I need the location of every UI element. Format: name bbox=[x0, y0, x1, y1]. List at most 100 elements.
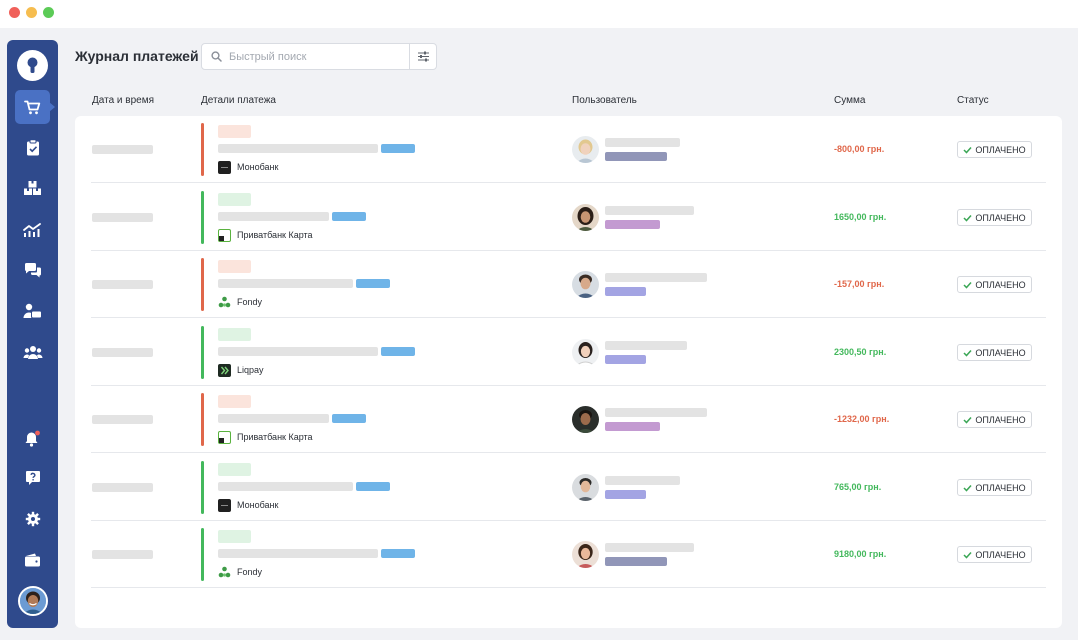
tag-placeholder bbox=[381, 144, 415, 153]
check-icon bbox=[963, 416, 972, 424]
profile-avatar[interactable] bbox=[18, 586, 48, 616]
sidebar-item-support[interactable] bbox=[7, 294, 58, 328]
status-badge[interactable]: ОПЛАЧЕНО bbox=[957, 276, 1032, 293]
type-placeholder bbox=[218, 530, 251, 543]
fondy-icon bbox=[218, 296, 231, 309]
tag-placeholder bbox=[356, 279, 390, 288]
user-avatar[interactable] bbox=[572, 339, 599, 366]
bank-name: Fondy bbox=[237, 297, 263, 307]
help-icon bbox=[25, 471, 40, 485]
filter-button[interactable] bbox=[409, 44, 436, 69]
payment-method: Fondy bbox=[218, 565, 262, 579]
tag-placeholder bbox=[332, 414, 366, 423]
user-avatar[interactable] bbox=[572, 204, 599, 231]
privatbank-icon bbox=[218, 228, 231, 242]
user-chat-icon bbox=[23, 303, 42, 318]
datetime-placeholder bbox=[92, 483, 153, 492]
bank-name: Монобанк bbox=[237, 162, 279, 172]
tag-placeholder bbox=[381, 347, 415, 356]
status-badge[interactable]: ОПЛАЧЕНО bbox=[957, 344, 1032, 361]
sidebar-item-payments[interactable] bbox=[7, 90, 58, 124]
amount: 2300,50 грн. bbox=[834, 347, 887, 357]
datetime-placeholder bbox=[92, 415, 153, 424]
sidebar-item-team[interactable] bbox=[7, 335, 58, 369]
monobank-icon bbox=[218, 498, 231, 512]
role-placeholder bbox=[605, 152, 667, 161]
sidebar-item-orders[interactable] bbox=[7, 130, 58, 164]
user-avatar[interactable] bbox=[572, 136, 599, 163]
chart-icon bbox=[23, 222, 41, 237]
page-title: Журнал платежей bbox=[75, 48, 199, 64]
role-placeholder bbox=[605, 557, 667, 566]
close-window-button[interactable] bbox=[9, 7, 20, 18]
monobank-icon bbox=[218, 160, 231, 174]
description-placeholder bbox=[218, 212, 329, 221]
status-badge[interactable]: ОПЛАЧЕНО bbox=[957, 411, 1032, 428]
description-placeholder bbox=[218, 144, 378, 153]
bank-name: Монобанк bbox=[237, 500, 279, 510]
sidebar bbox=[7, 40, 58, 628]
sidebar-item-settings[interactable] bbox=[7, 502, 58, 536]
user-avatar[interactable] bbox=[572, 406, 599, 433]
sidebar-item-analytics[interactable] bbox=[7, 212, 58, 246]
amount: 9180,00 грн. bbox=[834, 549, 887, 559]
description-placeholder bbox=[218, 279, 353, 288]
user-avatar[interactable] bbox=[572, 474, 599, 501]
sidebar-item-warehouse[interactable] bbox=[7, 171, 58, 205]
type-placeholder bbox=[218, 260, 251, 273]
role-placeholder bbox=[605, 287, 646, 296]
privatbank-icon bbox=[218, 430, 231, 444]
column-header-user[interactable]: Пользователь bbox=[572, 95, 637, 106]
datetime-placeholder bbox=[92, 145, 153, 154]
minimize-window-button[interactable] bbox=[26, 7, 37, 18]
payment-method: Приватбанк Карта bbox=[218, 430, 313, 444]
status-badge[interactable]: ОПЛАЧЕНО bbox=[957, 479, 1032, 496]
table-row[interactable]: Fondy -157,00 грн. ОПЛАЧЕНО bbox=[91, 251, 1046, 318]
amount: 1650,00 грн. bbox=[834, 212, 887, 222]
status-label: ОПЛАЧЕНО bbox=[975, 347, 1026, 358]
logo[interactable] bbox=[17, 50, 48, 81]
amount: -157,00 грн. bbox=[834, 279, 885, 289]
direction-indicator bbox=[201, 461, 204, 514]
column-header-datetime[interactable]: Дата и время bbox=[92, 95, 155, 106]
sidebar-item-wallet[interactable] bbox=[7, 543, 58, 577]
user-photo bbox=[20, 588, 46, 614]
status-badge[interactable]: ОПЛАЧЕНО bbox=[957, 546, 1032, 563]
bank-name: Liqpay bbox=[237, 365, 264, 375]
direction-indicator bbox=[201, 326, 204, 379]
user-avatar[interactable] bbox=[572, 271, 599, 298]
amount: 765,00 грн. bbox=[834, 482, 882, 492]
maximize-window-button[interactable] bbox=[43, 7, 54, 18]
username-placeholder bbox=[605, 206, 694, 215]
search-input[interactable] bbox=[229, 44, 409, 69]
gear-icon bbox=[25, 511, 40, 527]
status-badge[interactable]: ОПЛАЧЕНО bbox=[957, 209, 1032, 226]
table-row[interactable]: Монобанк -800,00 грн. ОПЛАЧЕНО bbox=[91, 116, 1046, 183]
table-row[interactable]: Fondy 9180,00 грн. ОПЛАЧЕНО bbox=[91, 521, 1046, 588]
table-row[interactable]: Приватбанк Карта -1232,00 грн. ОПЛАЧЕНО bbox=[91, 386, 1046, 453]
status-label: ОПЛАЧЕНО bbox=[975, 279, 1026, 290]
column-header-amount[interactable]: Сумма bbox=[834, 95, 866, 106]
payment-method: Приватбанк Карта bbox=[218, 228, 313, 242]
direction-indicator bbox=[201, 123, 204, 176]
keyhole-icon bbox=[27, 57, 38, 73]
role-placeholder bbox=[605, 220, 660, 229]
sidebar-item-messages[interactable] bbox=[7, 253, 58, 287]
column-header-details[interactable]: Детали платежа bbox=[201, 95, 276, 106]
table-row[interactable]: Приватбанк Карта 1650,00 грн. ОПЛАЧЕНО bbox=[91, 184, 1046, 251]
user-avatar[interactable] bbox=[572, 541, 599, 568]
users-icon bbox=[23, 345, 42, 359]
status-label: ОПЛАЧЕНО bbox=[975, 212, 1026, 223]
table-row[interactable]: Liqpay 2300,50 грн. ОПЛАЧЕНО bbox=[91, 319, 1046, 386]
column-header-status[interactable]: Статус bbox=[957, 95, 989, 106]
amount: -800,00 грн. bbox=[834, 144, 885, 154]
status-label: ОПЛАЧЕНО bbox=[975, 144, 1026, 155]
clipboard-check-icon bbox=[26, 138, 39, 155]
check-icon bbox=[963, 214, 972, 222]
table-row[interactable]: Монобанк 765,00 грн. ОПЛАЧЕНО bbox=[91, 454, 1046, 521]
status-badge[interactable]: ОПЛАЧЕНО bbox=[957, 141, 1032, 158]
cart-icon bbox=[24, 100, 41, 114]
payments-table: Монобанк -800,00 грн. ОПЛАЧЕНО Приватбан… bbox=[75, 116, 1062, 628]
sidebar-item-notifications[interactable] bbox=[7, 421, 58, 455]
sidebar-item-help[interactable] bbox=[7, 461, 58, 495]
